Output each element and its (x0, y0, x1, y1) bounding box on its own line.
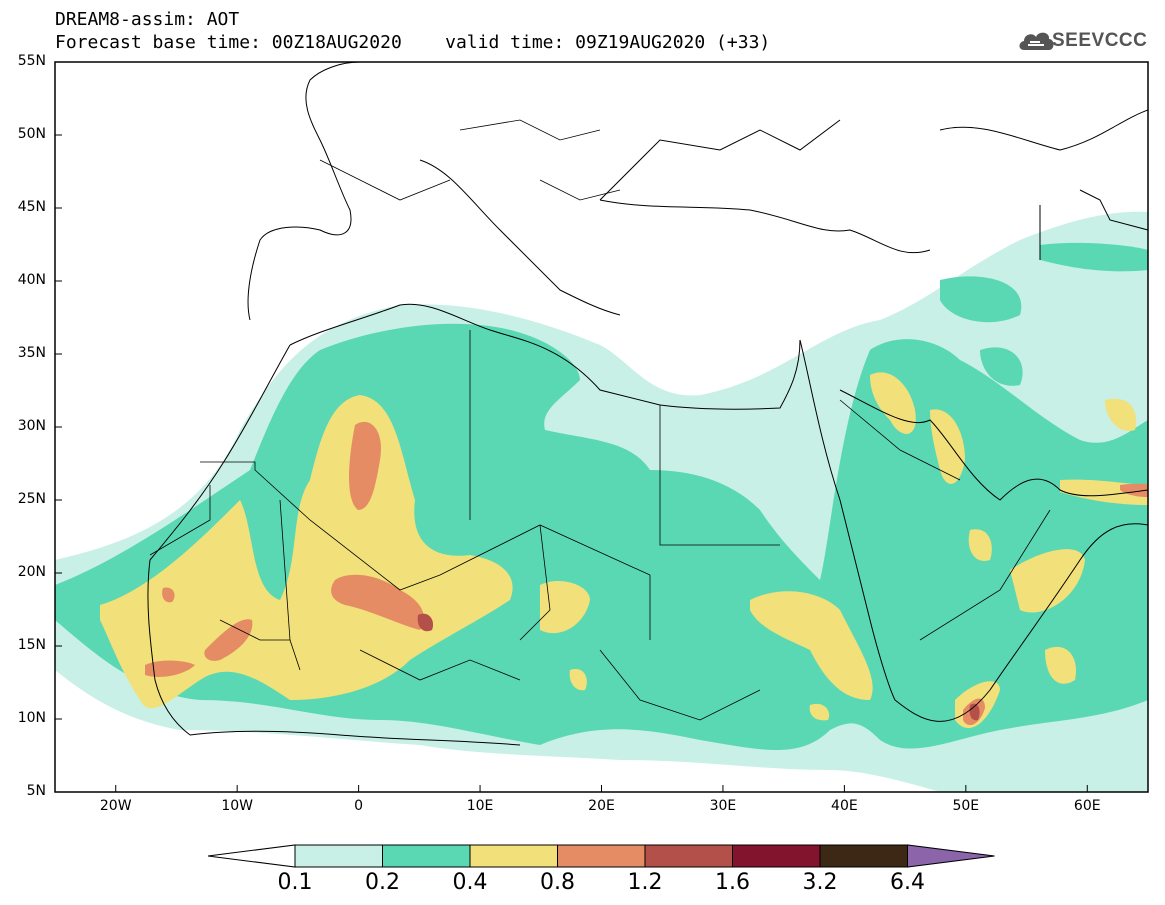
coastlines (147, 62, 1148, 746)
map-title: DREAM8-assim: AOT (55, 9, 240, 30)
lat-label: 30N (17, 418, 46, 434)
country-borders (149, 119, 1051, 721)
lon-label: 30E (709, 798, 737, 814)
lat-label: 40N (17, 272, 46, 288)
lon-label: 20E (588, 798, 615, 814)
colorbar-segment (644, 844, 733, 868)
colorbar-under-triangle (207, 844, 296, 868)
lat-label: 20N (17, 564, 46, 580)
colorbar-segment (732, 844, 821, 868)
lat-label: 15N (17, 637, 46, 653)
colorbar-segment (469, 844, 558, 868)
logo-text: SEEVCCC (1052, 30, 1148, 51)
aot-field (55, 211, 1148, 792)
colorbar-segment (382, 844, 471, 868)
lon-label: 20W (99, 798, 132, 814)
colorbar-label: 0.4 (452, 870, 488, 895)
lat-label: 25N (17, 491, 46, 507)
colorbar-over-triangle (907, 844, 995, 868)
colorbar-label: 0.8 (540, 870, 575, 895)
lon-label: 10E (466, 798, 494, 814)
colorbar-segment (294, 844, 383, 868)
colorbar (207, 844, 995, 868)
colorbar-label: 0.2 (365, 870, 400, 895)
colorbar-segment (557, 844, 646, 868)
lat-label: 5N (26, 783, 46, 799)
colorbar-label: 6.4 (890, 870, 925, 895)
lat-label: 35N (17, 345, 46, 361)
cloud-logo-icon (1019, 32, 1054, 50)
colorbar-segment (819, 844, 908, 868)
colorbar-label: 3.2 (802, 870, 838, 895)
colorbar-label: 1.2 (627, 870, 663, 895)
lon-label: 0 (354, 798, 364, 814)
colorbar-label: 1.6 (715, 870, 750, 895)
forecast-time-line: Forecast base time: 00Z18AUG2020 valid t… (55, 32, 771, 53)
lon-label: 50E (952, 798, 980, 814)
lat-label: 55N (17, 53, 46, 69)
lat-label: 45N (17, 199, 46, 215)
lat-label: 10N (17, 710, 46, 726)
lat-label: 50N (17, 126, 46, 142)
lon-label: 40E (831, 798, 858, 814)
colorbar-label: 0.1 (277, 870, 313, 895)
lon-label: 10W (221, 798, 253, 814)
lon-label: 60E (1073, 798, 1101, 814)
